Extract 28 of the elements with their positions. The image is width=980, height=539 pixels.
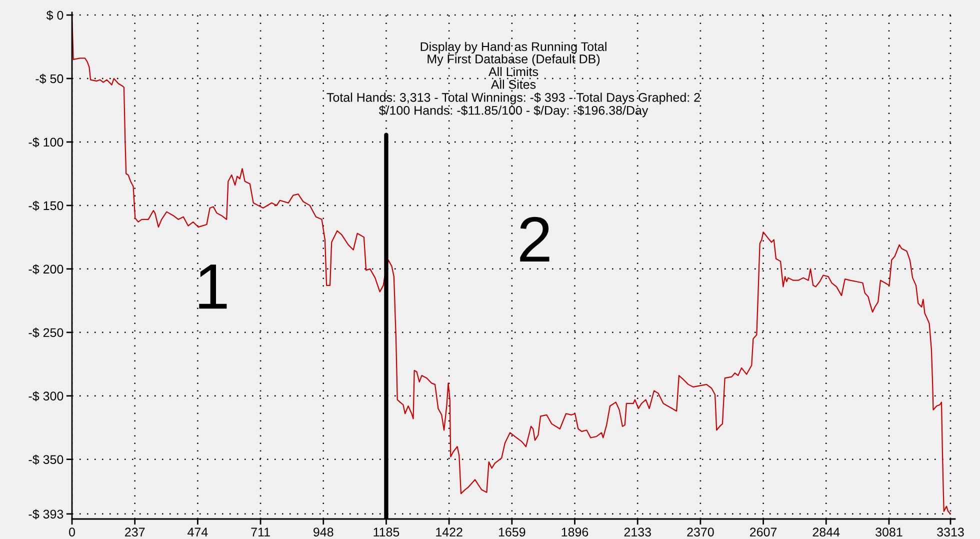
annotation: 2 xyxy=(520,216,550,262)
x-tick-label: 1185 xyxy=(374,528,400,537)
x-tick-label: 2844 xyxy=(812,528,840,537)
y-tick-label: $ 0 xyxy=(46,10,64,20)
annotation: 1 xyxy=(199,264,227,309)
y-tick-label: -$ 200 xyxy=(28,264,64,274)
y-tick-label: -$ 250 xyxy=(28,328,64,338)
x-tick-label: 2133 xyxy=(624,528,651,537)
x-tick-label: 2370 xyxy=(687,528,714,537)
x-tick-label: 1422 xyxy=(436,528,462,536)
x-tick-label: 711 xyxy=(251,528,270,536)
text: My First Database (Default DB) All Limits All Sites Total Hands: 3,313 - Total Winnings: -$ 393 - Total Days Graphed: 2 $/100 Hands: -$11.85/100 - $/Day: -$196.38/Day xyxy=(326,54,700,118)
x-tick-label: 1896 xyxy=(562,528,588,537)
text: Display by Hand as Running Total xyxy=(420,42,606,54)
y-tick-label: -$ 150 xyxy=(28,200,64,211)
x-tick-label: 474 xyxy=(188,528,208,536)
x-tick-label: 948 xyxy=(314,528,334,537)
x-tick-label: 0 xyxy=(69,528,75,537)
y-tick-label: -$ 300 xyxy=(28,391,64,402)
x-tick-label: 3081 xyxy=(876,528,902,537)
x-tick-label: 1659 xyxy=(498,528,526,537)
x-tick-label: 2607 xyxy=(750,528,777,537)
y-tick-label: -$ 100 xyxy=(28,137,64,148)
y-tick-label: -$ 393 xyxy=(28,509,64,520)
x-tick-label: 3313 xyxy=(937,528,964,537)
y-tick-label: -$ 350 xyxy=(28,454,64,465)
x-tick-label: 237 xyxy=(125,528,145,537)
y-tick-label: -$ 50 xyxy=(36,74,64,84)
